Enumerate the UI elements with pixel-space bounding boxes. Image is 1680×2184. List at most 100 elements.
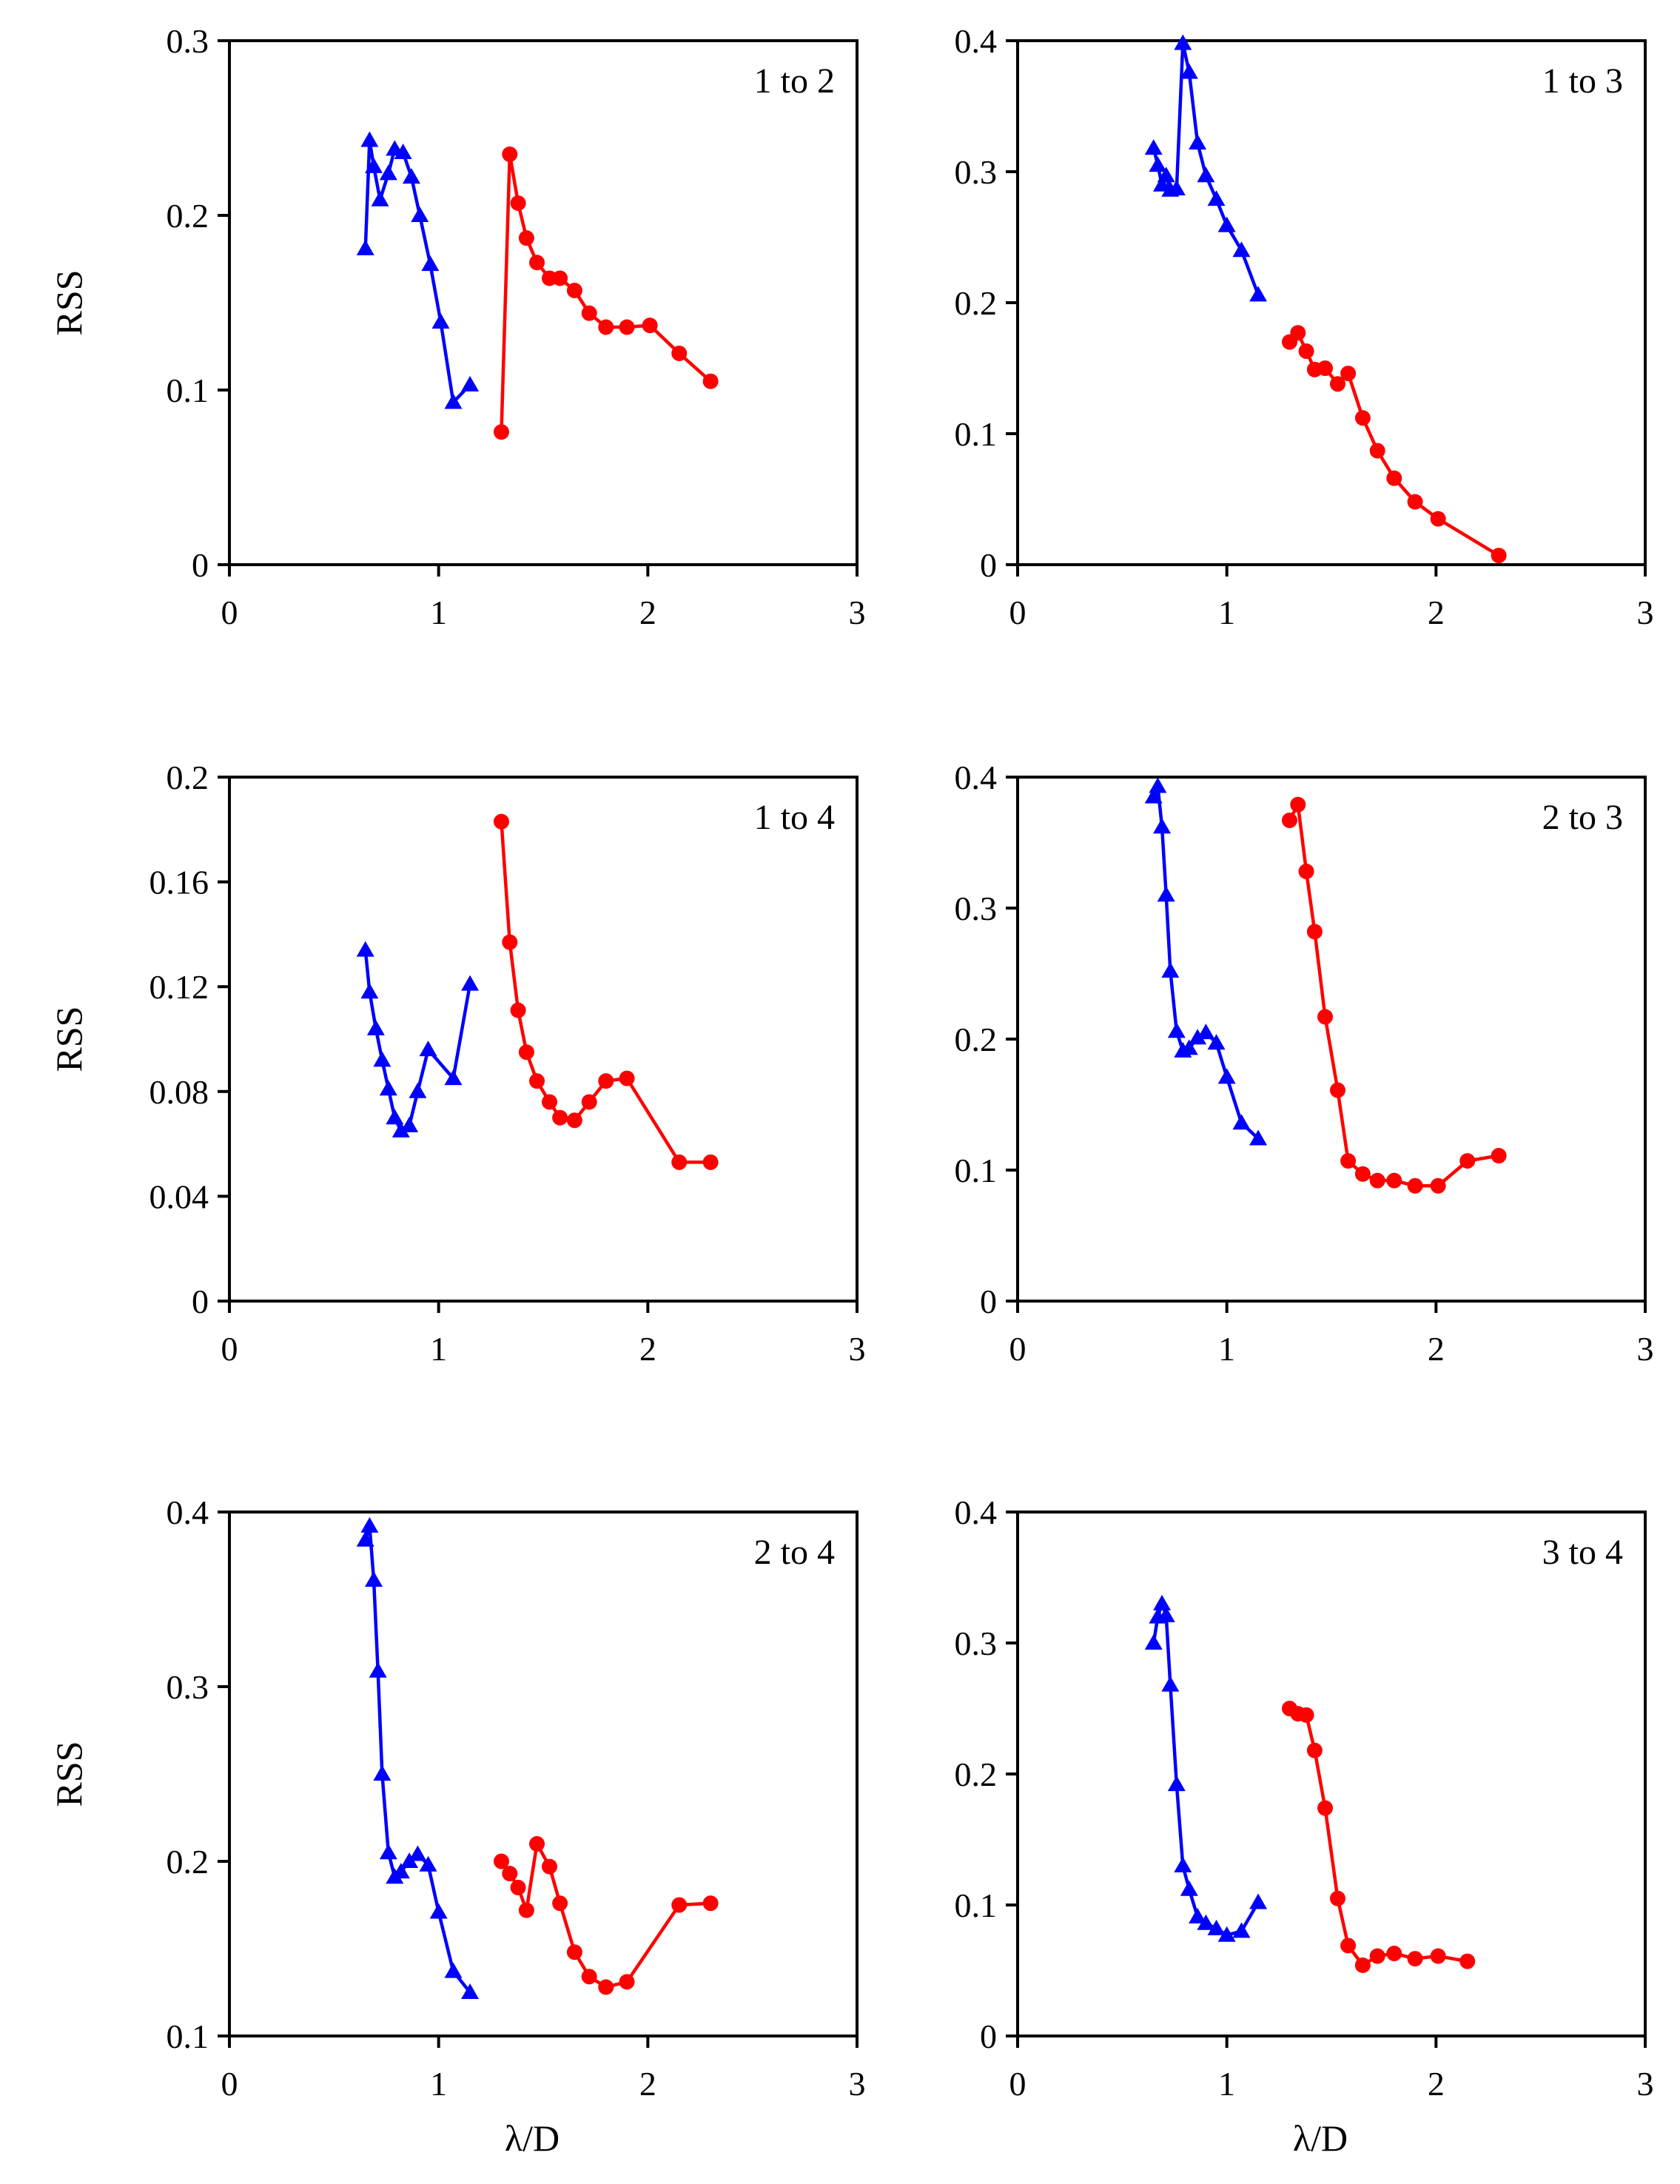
data-point-circle [1330,1891,1345,1906]
y-tick-label: 0.3 [955,153,998,191]
y-tick-label: 0.2 [955,1021,998,1058]
data-point-circle [1408,1951,1423,1966]
data-point-circle [502,1866,517,1881]
y-tick-label: 0.12 [149,968,209,1006]
x-tick-label: 0 [1009,2065,1027,2103]
x-tick-label: 2 [1428,1330,1445,1368]
data-point-circle [511,1880,526,1895]
data-point-circle [1491,1148,1507,1163]
data-point-circle [598,320,614,335]
y-tick-label: 0.3 [955,1624,998,1662]
data-point-circle [582,1094,597,1109]
data-point-circle [1340,1153,1356,1169]
data-point-circle [1307,924,1323,939]
data-point-circle [519,1903,534,1918]
x-axis-title: λ/D [505,2117,560,2159]
y-axis-title: RSS [48,1007,90,1072]
x-tick-label: 2 [639,594,656,631]
panel-label: 1 to 2 [754,61,835,101]
data-point-circle [1299,343,1314,359]
data-point-circle [1290,325,1306,340]
data-point-circle [519,230,534,246]
data-point-circle [671,1155,687,1170]
data-point-circle [494,424,509,440]
panel-label: 2 to 4 [754,1533,835,1572]
data-point-circle [502,935,517,950]
data-point-circle [511,195,526,211]
data-point-circle [529,1073,545,1089]
y-tick-label: 0.16 [149,864,209,901]
y-tick-label: 0.2 [955,284,998,322]
y-tick-label: 0 [192,546,209,584]
x-tick-label: 1 [430,2065,447,2103]
data-point-circle [1459,1153,1475,1169]
data-point-circle [567,1944,582,1960]
x-tick-label: 0 [221,2065,238,2103]
x-tick-label: 0 [1009,594,1027,631]
data-point-circle [1408,1178,1423,1194]
x-tick-label: 1 [430,1330,447,1368]
data-point-circle [1299,864,1314,879]
data-point-circle [1307,1743,1323,1758]
data-point-circle [1317,1801,1333,1816]
data-point-circle [619,1974,635,1989]
x-tick-label: 3 [1637,594,1654,631]
x-tick-label: 0 [221,1330,238,1368]
data-point-circle [703,1895,719,1911]
y-axis-title: RSS [48,270,90,336]
data-point-circle [542,1094,557,1109]
data-point-circle [552,1895,568,1911]
y-tick-label: 0.2 [955,1755,998,1793]
data-point-circle [1386,1946,1402,1961]
data-point-circle [598,1979,614,1995]
y-axis-title: RSS [48,1741,90,1807]
x-tick-label: 0 [1009,1330,1027,1368]
x-tick-label: 3 [849,1330,866,1368]
x-tick-label: 0 [221,594,238,631]
panel-label: 3 to 4 [1542,1533,1623,1572]
data-point-circle [1299,1707,1314,1723]
y-tick-label: 0 [980,2017,997,2055]
data-point-circle [671,1898,687,1913]
data-point-circle [552,1110,568,1126]
y-tick-label: 0.3 [955,890,998,927]
y-tick-label: 0.1 [955,1886,998,1924]
y-tick-label: 0.3 [167,22,209,60]
y-tick-label: 0 [980,1283,997,1320]
data-point-circle [1431,511,1446,527]
data-point-circle [1355,1958,1371,1973]
data-point-circle [1459,1954,1475,1969]
data-point-circle [619,1071,635,1086]
data-point-circle [1370,1173,1385,1189]
panel-label: 2 to 3 [1542,798,1623,837]
data-point-circle [552,270,568,286]
y-tick-label: 0.1 [167,2017,209,2055]
data-point-circle [703,374,719,389]
x-tick-label: 1 [430,594,447,631]
x-axis-title: λ/D [1293,2117,1348,2159]
data-point-circle [1330,1083,1345,1098]
data-point-circle [582,1969,597,1984]
y-tick-label: 0.1 [167,372,209,409]
x-tick-label: 3 [849,594,866,631]
data-point-circle [1340,1938,1356,1953]
y-tick-label: 0.1 [955,1152,998,1189]
data-point-circle [1355,1166,1371,1182]
data-point-circle [1317,360,1333,376]
data-point-circle [671,346,687,361]
y-tick-label: 0.4 [955,759,998,796]
data-point-circle [1431,1949,1446,1964]
data-point-circle [519,1044,534,1060]
data-point-circle [502,147,517,162]
panel-label: 1 to 3 [1542,61,1623,101]
data-point-circle [1290,797,1306,813]
y-tick-label: 0.04 [149,1177,209,1215]
data-point-circle [542,1859,557,1875]
data-point-circle [598,1073,614,1089]
data-point-circle [529,1836,545,1852]
y-tick-label: 0.4 [955,22,998,60]
x-tick-label: 3 [1637,2065,1654,2103]
y-tick-label: 0.4 [167,1493,209,1531]
y-tick-label: 0.08 [149,1073,209,1111]
x-tick-label: 2 [1428,594,1445,631]
